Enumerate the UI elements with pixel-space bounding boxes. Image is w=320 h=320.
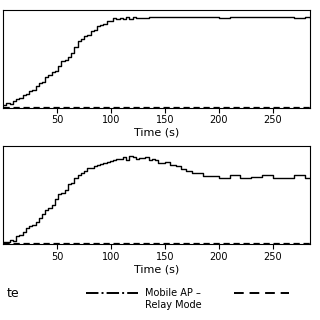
Text: Relay Mode: Relay Mode <box>145 300 201 310</box>
X-axis label: Time (s): Time (s) <box>134 265 180 275</box>
Text: te: te <box>6 287 19 300</box>
X-axis label: Time (s): Time (s) <box>134 128 180 138</box>
Text: Mobile AP –: Mobile AP – <box>145 288 200 298</box>
